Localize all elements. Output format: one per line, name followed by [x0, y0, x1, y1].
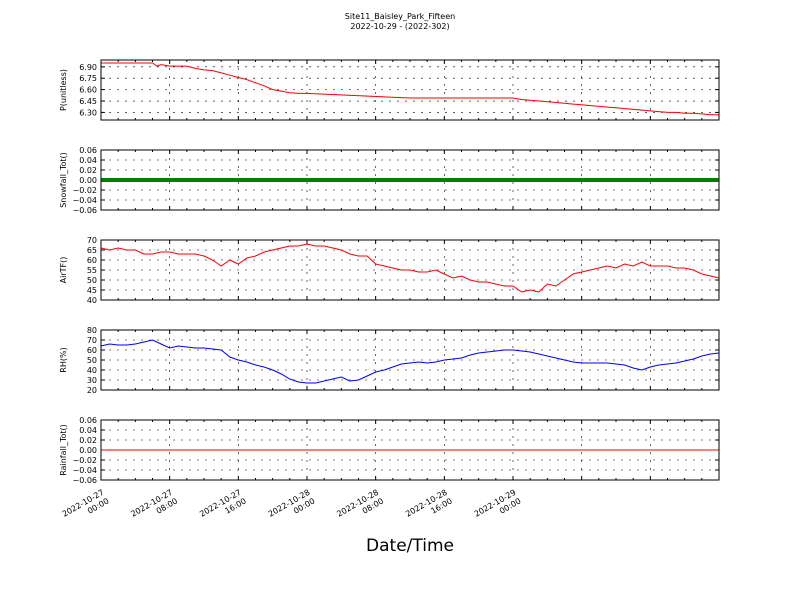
y-tick-label: 0.02: [79, 166, 97, 175]
y-tick-label: 6.75: [79, 74, 97, 83]
y-tick-label: −0.02: [72, 186, 97, 195]
y-tick-label: 60: [87, 346, 97, 355]
y-tick-label: 80: [87, 326, 97, 335]
axes-frame: [100, 239, 720, 301]
chart-title-line2: 2022-10-29 - (2022-302): [350, 22, 449, 31]
y-tick-label: 70: [87, 336, 97, 345]
axes-frame: [100, 419, 720, 481]
y-tick-label: 0.06: [79, 146, 97, 155]
y-tick-label: 6.30: [79, 108, 97, 117]
y-tick-label: 50: [87, 356, 97, 365]
x-tick-label: 2022-10-2700:00: [61, 488, 111, 528]
y-tick-label: 0.00: [79, 446, 97, 455]
y-tick-label: −0.06: [72, 476, 97, 485]
x-tick-label: 2022-10-2816:00: [404, 488, 454, 528]
x-tick-label: 2022-10-2900:00: [473, 488, 523, 528]
x-axis-label: Date/Time: [366, 536, 454, 556]
x-tick-label: 2022-10-2716:00: [198, 488, 248, 528]
y-tick-label: 20: [87, 386, 97, 395]
y-tick-label: 0.00: [79, 176, 97, 185]
x-tick-label: 2022-10-2808:00: [335, 488, 385, 528]
y-tick-label: −0.06: [72, 206, 97, 215]
y-tick-label: 6.45: [79, 97, 97, 106]
y-axis-label: Snowfall_Tot(): [59, 152, 68, 208]
panel-2: 0.060.040.020.00−0.02−0.04−0.06 Snowfall_…: [59, 146, 720, 215]
chart-title-line1: Site11_Baisley_Park_Fifteen: [345, 12, 455, 21]
y-tick-label: 50: [87, 276, 97, 285]
y-tick-label: 0.02: [79, 436, 97, 445]
y-tick-label: 0.04: [79, 426, 97, 435]
y-tick-label: −0.04: [72, 196, 97, 205]
panels: 6.906.756.606.456.30P(unitless)0.060.040…: [59, 59, 720, 485]
y-axis-label: Rainfall_Tot(): [59, 424, 68, 476]
y-tick-label: 30: [87, 376, 97, 385]
y-tick-label: −0.02: [72, 456, 97, 465]
y-axis-label: P(unitless): [59, 69, 68, 111]
panel-5: 0.060.040.020.00−0.02−0.04−0.06 Rainfall_…: [59, 416, 720, 485]
axes-frame: [100, 59, 720, 121]
axes-frame: [100, 149, 720, 211]
series-line: [100, 243, 720, 293]
y-tick-label: −0.04: [72, 466, 97, 475]
y-axis-label: AirTF(): [59, 257, 68, 284]
y-tick-label: 55: [87, 266, 97, 275]
series-line: [101, 62, 719, 116]
y-axis-label: RH(%): [59, 347, 68, 372]
y-tick-label: 0.04: [79, 156, 97, 165]
y-tick-label: 45: [87, 286, 97, 295]
y-tick-label: 6.90: [79, 63, 97, 72]
y-tick-label: 60: [87, 256, 97, 265]
y-tick-label: 65: [87, 246, 97, 255]
y-tick-label: 70: [87, 236, 97, 245]
x-axis-ticks: 2022-10-2700:00 2022-10-2708:00 2022-10-27…: [61, 488, 523, 528]
axes-frame: [100, 329, 720, 391]
y-tick-label: 40: [87, 296, 97, 305]
y-tick-label: 6.60: [79, 86, 97, 95]
y-tick-label: 0.06: [79, 416, 97, 425]
y-tick-label: 40: [87, 366, 97, 375]
series-line: [100, 339, 720, 384]
x-tick-label: 2022-10-2800:00: [267, 488, 317, 528]
x-tick-label: 2022-10-2708:00: [129, 488, 179, 528]
panel-1: 6.90 6.75 6.60 6.45 6.30 P(unitless): [59, 59, 720, 121]
